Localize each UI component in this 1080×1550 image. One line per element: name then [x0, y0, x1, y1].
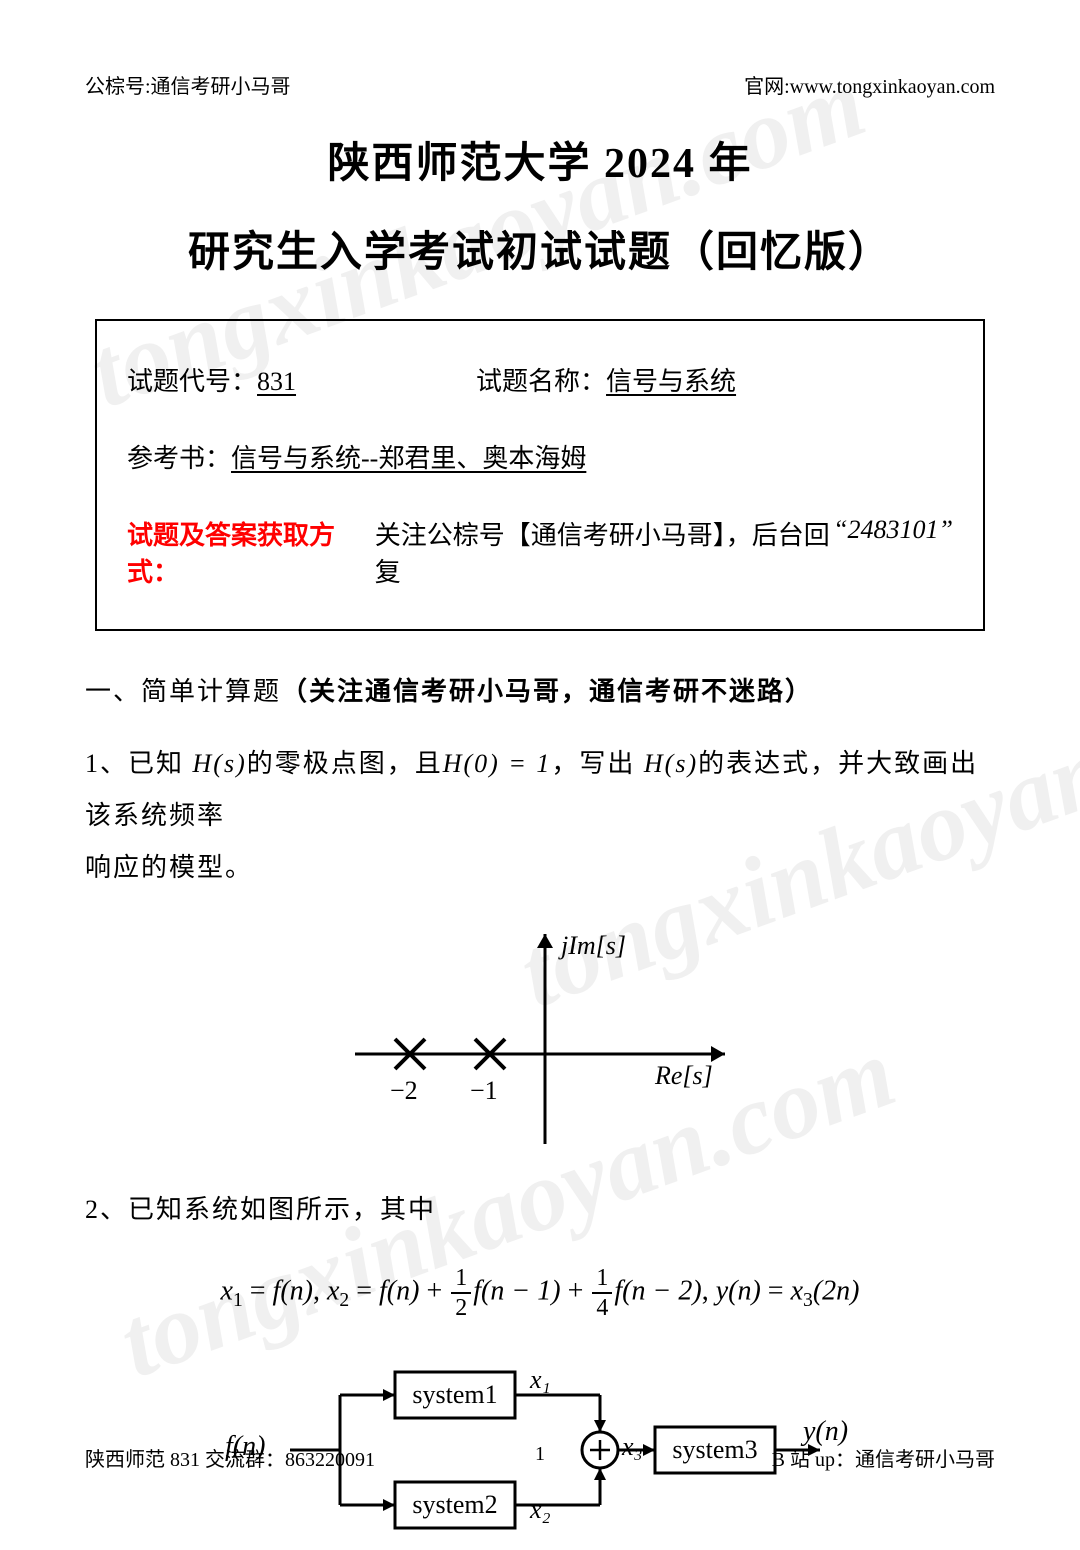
eq-eq3: = [761, 1275, 791, 1306]
info-row-acquire: 试题及答案获取方式：关注公棕号【通信考研小马哥】，后台回复“2483101” [127, 515, 953, 589]
eq-fn-1: f(n − 1) [473, 1275, 560, 1306]
eq-x2: x [327, 1275, 339, 1306]
eq-c2: , [702, 1275, 716, 1306]
acquire-text-2: “2483101” [833, 515, 953, 589]
page-footer: 陕西师范 831 交流群：863220091 1 B 站 up：通信考研小马哥 [85, 1443, 995, 1472]
section-1-heading: 一、简单计算题（关注通信考研小马哥，通信考研不迷路） [85, 671, 995, 708]
q1-hs2: H(s) [644, 749, 698, 778]
footer-left: 陕西师范 831 交流群：863220091 [85, 1443, 375, 1472]
info-row-code-name: 试题代号：831 试题名称：信号与系统 [127, 361, 953, 398]
eq-c1: , [313, 1275, 327, 1306]
section-1-prefix: 一、简单计算题 [85, 677, 281, 706]
bd-x1-label: x₁ [529, 1365, 551, 1394]
eq-fn2: f(n) [379, 1275, 419, 1306]
q1-mid2: ，写出 [551, 749, 644, 778]
eq-x1-sub: 1 [233, 1290, 243, 1311]
header-left: 公棕号:通信考研小马哥 [85, 70, 291, 99]
eq-x2-sub: 2 [339, 1290, 349, 1311]
eq-f2d: 4 [592, 1294, 612, 1320]
bd-x2-label: x₂ [529, 1495, 551, 1524]
eq-eq1: = [243, 1275, 273, 1306]
ref-value: 信号与系统--郑君里、奥本海姆 [231, 438, 586, 475]
eq-f2n: 1 [592, 1266, 612, 1294]
pole-zero-diagram: jIm[s] Re[s] −2 −1 [85, 914, 995, 1154]
eq-eq2: = [349, 1275, 379, 1306]
xaxis-label: Re[s] [654, 1061, 713, 1090]
section-1-bold: （关注通信考研小马哥，通信考研不迷路） [281, 677, 813, 706]
question-2: 2、已知系统如图所示，其中 [85, 1184, 995, 1236]
eq-fn-2: f(n − 2) [614, 1275, 701, 1306]
eq-f1d: 2 [451, 1294, 471, 1320]
header-right: 官网:www.tongxinkaoyan.com [744, 70, 995, 99]
yaxis-label: jIm[s] [558, 931, 626, 960]
acquire-text-1: 关注公棕号【通信考研小马哥】，后台回复 [375, 515, 833, 589]
eq-2n: (2n) [813, 1275, 860, 1306]
q2-text: 2、已知系统如图所示，其中 [85, 1195, 436, 1224]
acquire-label: 试题及答案获取方式： [127, 515, 375, 589]
q1-pre: 1、已知 [85, 749, 193, 778]
eq-yn: y(n) [716, 1275, 761, 1306]
title-line-1: 陕西师范大学 2024 年 [85, 129, 995, 190]
footer-right: B 站 up：通信考研小马哥 [772, 1443, 995, 1472]
q1-h0: H(0) = 1 [443, 749, 552, 778]
question-1: 1、已知 H(s)的零极点图，且H(0) = 1，写出 H(s)的表达式，并大致… [85, 738, 995, 894]
pole-label-0: −2 [390, 1076, 418, 1105]
q1-mid1: 的零极点图，且 [247, 749, 443, 778]
name-value: 信号与系统 [606, 367, 736, 396]
eq-x3: x [791, 1275, 803, 1306]
code-label: 试题代号： [127, 367, 257, 396]
bd-system2-label: system2 [412, 1490, 497, 1519]
code-value: 831 [257, 367, 296, 396]
pole-label-1: −1 [470, 1076, 498, 1105]
eq-x1: x [221, 1275, 233, 1306]
exam-info-box: 试题代号：831 试题名称：信号与系统 参考书：信号与系统--郑君里、奥本海姆 … [95, 319, 985, 631]
footer-page-num: 1 [535, 1443, 545, 1466]
eq-x3-sub: 3 [803, 1290, 813, 1311]
q1-line2: 响应的模型。 [85, 853, 253, 882]
bd-system1-label: system1 [412, 1380, 497, 1409]
page-header: 公棕号:通信考研小马哥 官网:www.tongxinkaoyan.com [85, 70, 995, 99]
eq-p2: + [561, 1275, 591, 1306]
eq-f1n: 1 [451, 1266, 471, 1294]
title-line-2: 研究生入学考试初试试题（回忆版） [85, 218, 995, 279]
info-row-reference: 参考书：信号与系统--郑君里、奥本海姆 [127, 438, 953, 475]
eq-fn1: f(n) [273, 1275, 313, 1306]
q1-hs1: H(s) [193, 749, 247, 778]
ref-label: 参考书： [127, 438, 231, 475]
name-label: 试题名称： [476, 367, 606, 396]
equation-q2: x1 = f(n), x2 = f(n) + 12f(n − 1) + 14f(… [85, 1266, 995, 1320]
eq-p1: + [419, 1275, 449, 1306]
